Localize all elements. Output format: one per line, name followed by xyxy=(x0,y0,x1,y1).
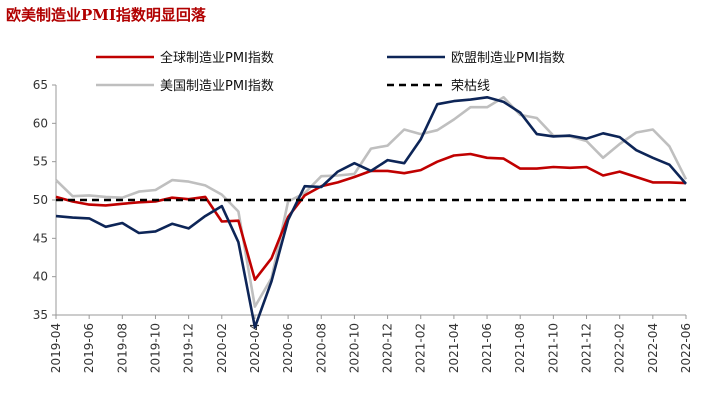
series-line-0 xyxy=(55,152,687,282)
x-tick-label: 2021-04 xyxy=(447,323,461,373)
y-tick-label: 50 xyxy=(33,193,48,207)
series-layer xyxy=(55,96,688,329)
chart-title: 欧美制造业PMI指数明显回落 xyxy=(6,6,206,24)
series-line-2 xyxy=(55,96,688,308)
x-tick-label: 2019-06 xyxy=(82,323,96,373)
x-tick-label: 2022-02 xyxy=(613,323,627,373)
x-tick-label: 2019-10 xyxy=(148,323,162,373)
x-tick-label: 2021-12 xyxy=(580,323,594,373)
x-tick-label: 2021-02 xyxy=(414,323,428,373)
y-tick-label: 55 xyxy=(33,155,48,169)
x-tick-label: 2021-06 xyxy=(480,323,494,373)
x-tick-label: 2021-08 xyxy=(513,323,527,373)
x-tick-label: 2020-10 xyxy=(347,323,361,373)
legend-item-3: 荣枯线 xyxy=(387,79,490,94)
x-tick-label: 2020-02 xyxy=(215,323,229,373)
x-tick-label: 2019-12 xyxy=(182,323,196,373)
legend-label: 全球制造业PMI指数 xyxy=(160,50,274,66)
y-tick-label: 65 xyxy=(33,78,48,92)
y-tick-label: 35 xyxy=(33,308,48,322)
series-line-1 xyxy=(55,96,687,329)
legend-label: 美国制造业PMI指数 xyxy=(160,79,274,94)
x-tick-label: 2020-06 xyxy=(281,323,295,373)
y-tick-label: 40 xyxy=(33,270,48,284)
legend-item-2: 美国制造业PMI指数 xyxy=(96,79,274,94)
chart-axes: 35 40 45 50 55 60 65 2019-04 2019-06 2019-08 2019-… xyxy=(33,78,693,373)
x-tick-label: 2022-04 xyxy=(646,323,660,373)
x-tick-label: 2021-10 xyxy=(546,323,560,373)
x-tick-label: 2022-06 xyxy=(679,323,693,373)
legend-label: 荣枯线 xyxy=(451,79,490,94)
legend-item-0: 全球制造业PMI指数 xyxy=(96,50,274,66)
x-tick-label: 2020-12 xyxy=(381,323,395,373)
x-tick-label: 2019-08 xyxy=(115,323,129,373)
y-tick-label: 45 xyxy=(33,231,48,245)
legend-item-1: 欧盟制造业PMI指数 xyxy=(387,51,565,66)
y-tick-label: 60 xyxy=(33,116,48,130)
x-tick-label: 2020-08 xyxy=(314,323,328,373)
legend-label: 欧盟制造业PMI指数 xyxy=(451,51,565,66)
x-tick-label: 2019-04 xyxy=(49,323,63,373)
x-tick-label: 2020-04 xyxy=(248,323,262,373)
